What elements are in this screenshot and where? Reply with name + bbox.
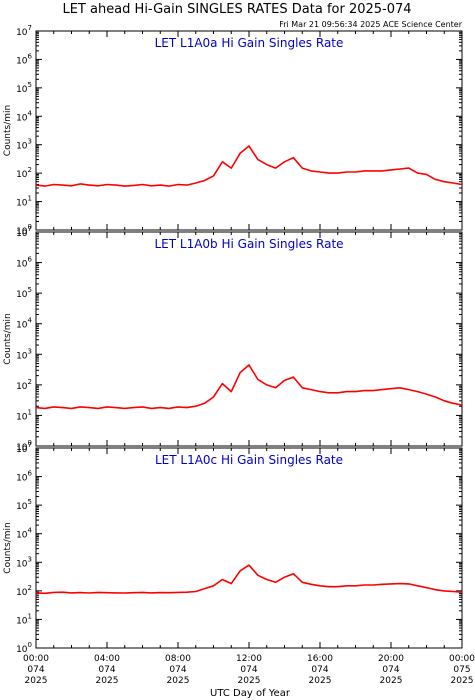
y-tick-label: 105 [16,81,32,95]
x-tick-time: 00:00 [23,654,49,664]
x-tick-time: 12:00 [236,654,262,664]
panel-3: 100 101 102 103 104 105 106 107 Counts/min LET L1… [3,441,463,655]
x-tick-day: 074 [169,665,186,675]
series-line [35,145,463,187]
y-tick-label: 101 [16,612,32,626]
panel-title: LET L1A0c Hi Gain Singles Rate [155,453,343,467]
y-tick-label: 106 [16,256,32,270]
y-axis-label: Counts/min [3,105,13,156]
panel-title: LET L1A0b Hi Gain Singles Rate [154,237,343,251]
x-tick-year: 2025 [451,676,474,686]
y-tick-label: 101 [16,408,32,422]
y-tick-label: 105 [16,286,32,300]
panel-frame [35,231,463,447]
y-tick-label: 102 [16,378,32,392]
x-tick-day: 074 [98,665,115,675]
x-tick-day: 074 [382,665,399,675]
x-tick-day: 074 [27,665,44,675]
y-tick-label: 102 [16,584,32,598]
x-tick-time: 08:00 [165,654,191,664]
y-tick-label: 103 [16,347,32,361]
panels: 100 101 102 103 104 105 106 107 Counts/min LET L1… [3,24,463,655]
y-tick-label: 102 [16,166,32,180]
panel-frame [35,30,463,231]
x-axis: 00:00074202504:00074202508:00074202512:0… [23,654,475,686]
x-axis-label: UTC Day of Year [210,688,291,699]
chart-title: LET ahead Hi-Gain SINGLES RATES Data for… [62,2,411,17]
x-tick-year: 2025 [167,676,190,686]
panel-2: 100 101 102 103 104 105 106 107 Counts/min LET L1… [3,225,463,453]
x-tick-time: 00:00 [449,654,475,664]
y-tick-label: 106 [16,52,32,66]
y-tick-label: 107 [16,24,32,38]
y-tick-label: 104 [16,527,32,541]
y-tick-label: 101 [16,195,32,209]
y-tick-label: 103 [16,555,32,569]
panel-title: LET L1A0a Hi Gain Singles Rate [155,36,344,50]
y-tick-label: 105 [16,498,32,512]
y-tick-label: 103 [16,138,32,152]
x-tick-time: 16:00 [307,654,333,664]
x-tick-day: 074 [311,665,328,675]
y-tick-label: 107 [16,225,32,239]
y-axis-label: Counts/min [3,313,13,364]
y-axis-label: Counts/min [3,522,13,573]
y-tick-label: 104 [16,109,32,123]
x-tick-year: 2025 [96,676,119,686]
x-tick-year: 2025 [309,676,332,686]
x-tick-year: 2025 [238,676,261,686]
y-tick-label: 106 [16,470,32,484]
x-tick-time: 04:00 [94,654,120,664]
panel-1: 100 101 102 103 104 105 106 107 Counts/min LET L1… [3,24,463,237]
y-tick-label: 100 [16,439,32,453]
y-tick-label: 107 [16,441,32,455]
panel-frame [35,447,463,649]
x-tick-day: 074 [240,665,257,675]
x-tick-year: 2025 [380,676,403,686]
series-line [35,564,463,595]
timestamp: Fri Mar 21 09:56:34 2025 ACE Science Cen… [279,20,463,29]
y-tick-label: 100 [16,641,32,655]
y-tick-label: 100 [16,223,32,237]
series-line [35,364,463,410]
x-tick-day: 075 [453,665,470,675]
x-tick-year: 2025 [25,676,48,686]
x-tick-time: 20:00 [378,654,404,664]
y-tick-label: 104 [16,317,32,331]
